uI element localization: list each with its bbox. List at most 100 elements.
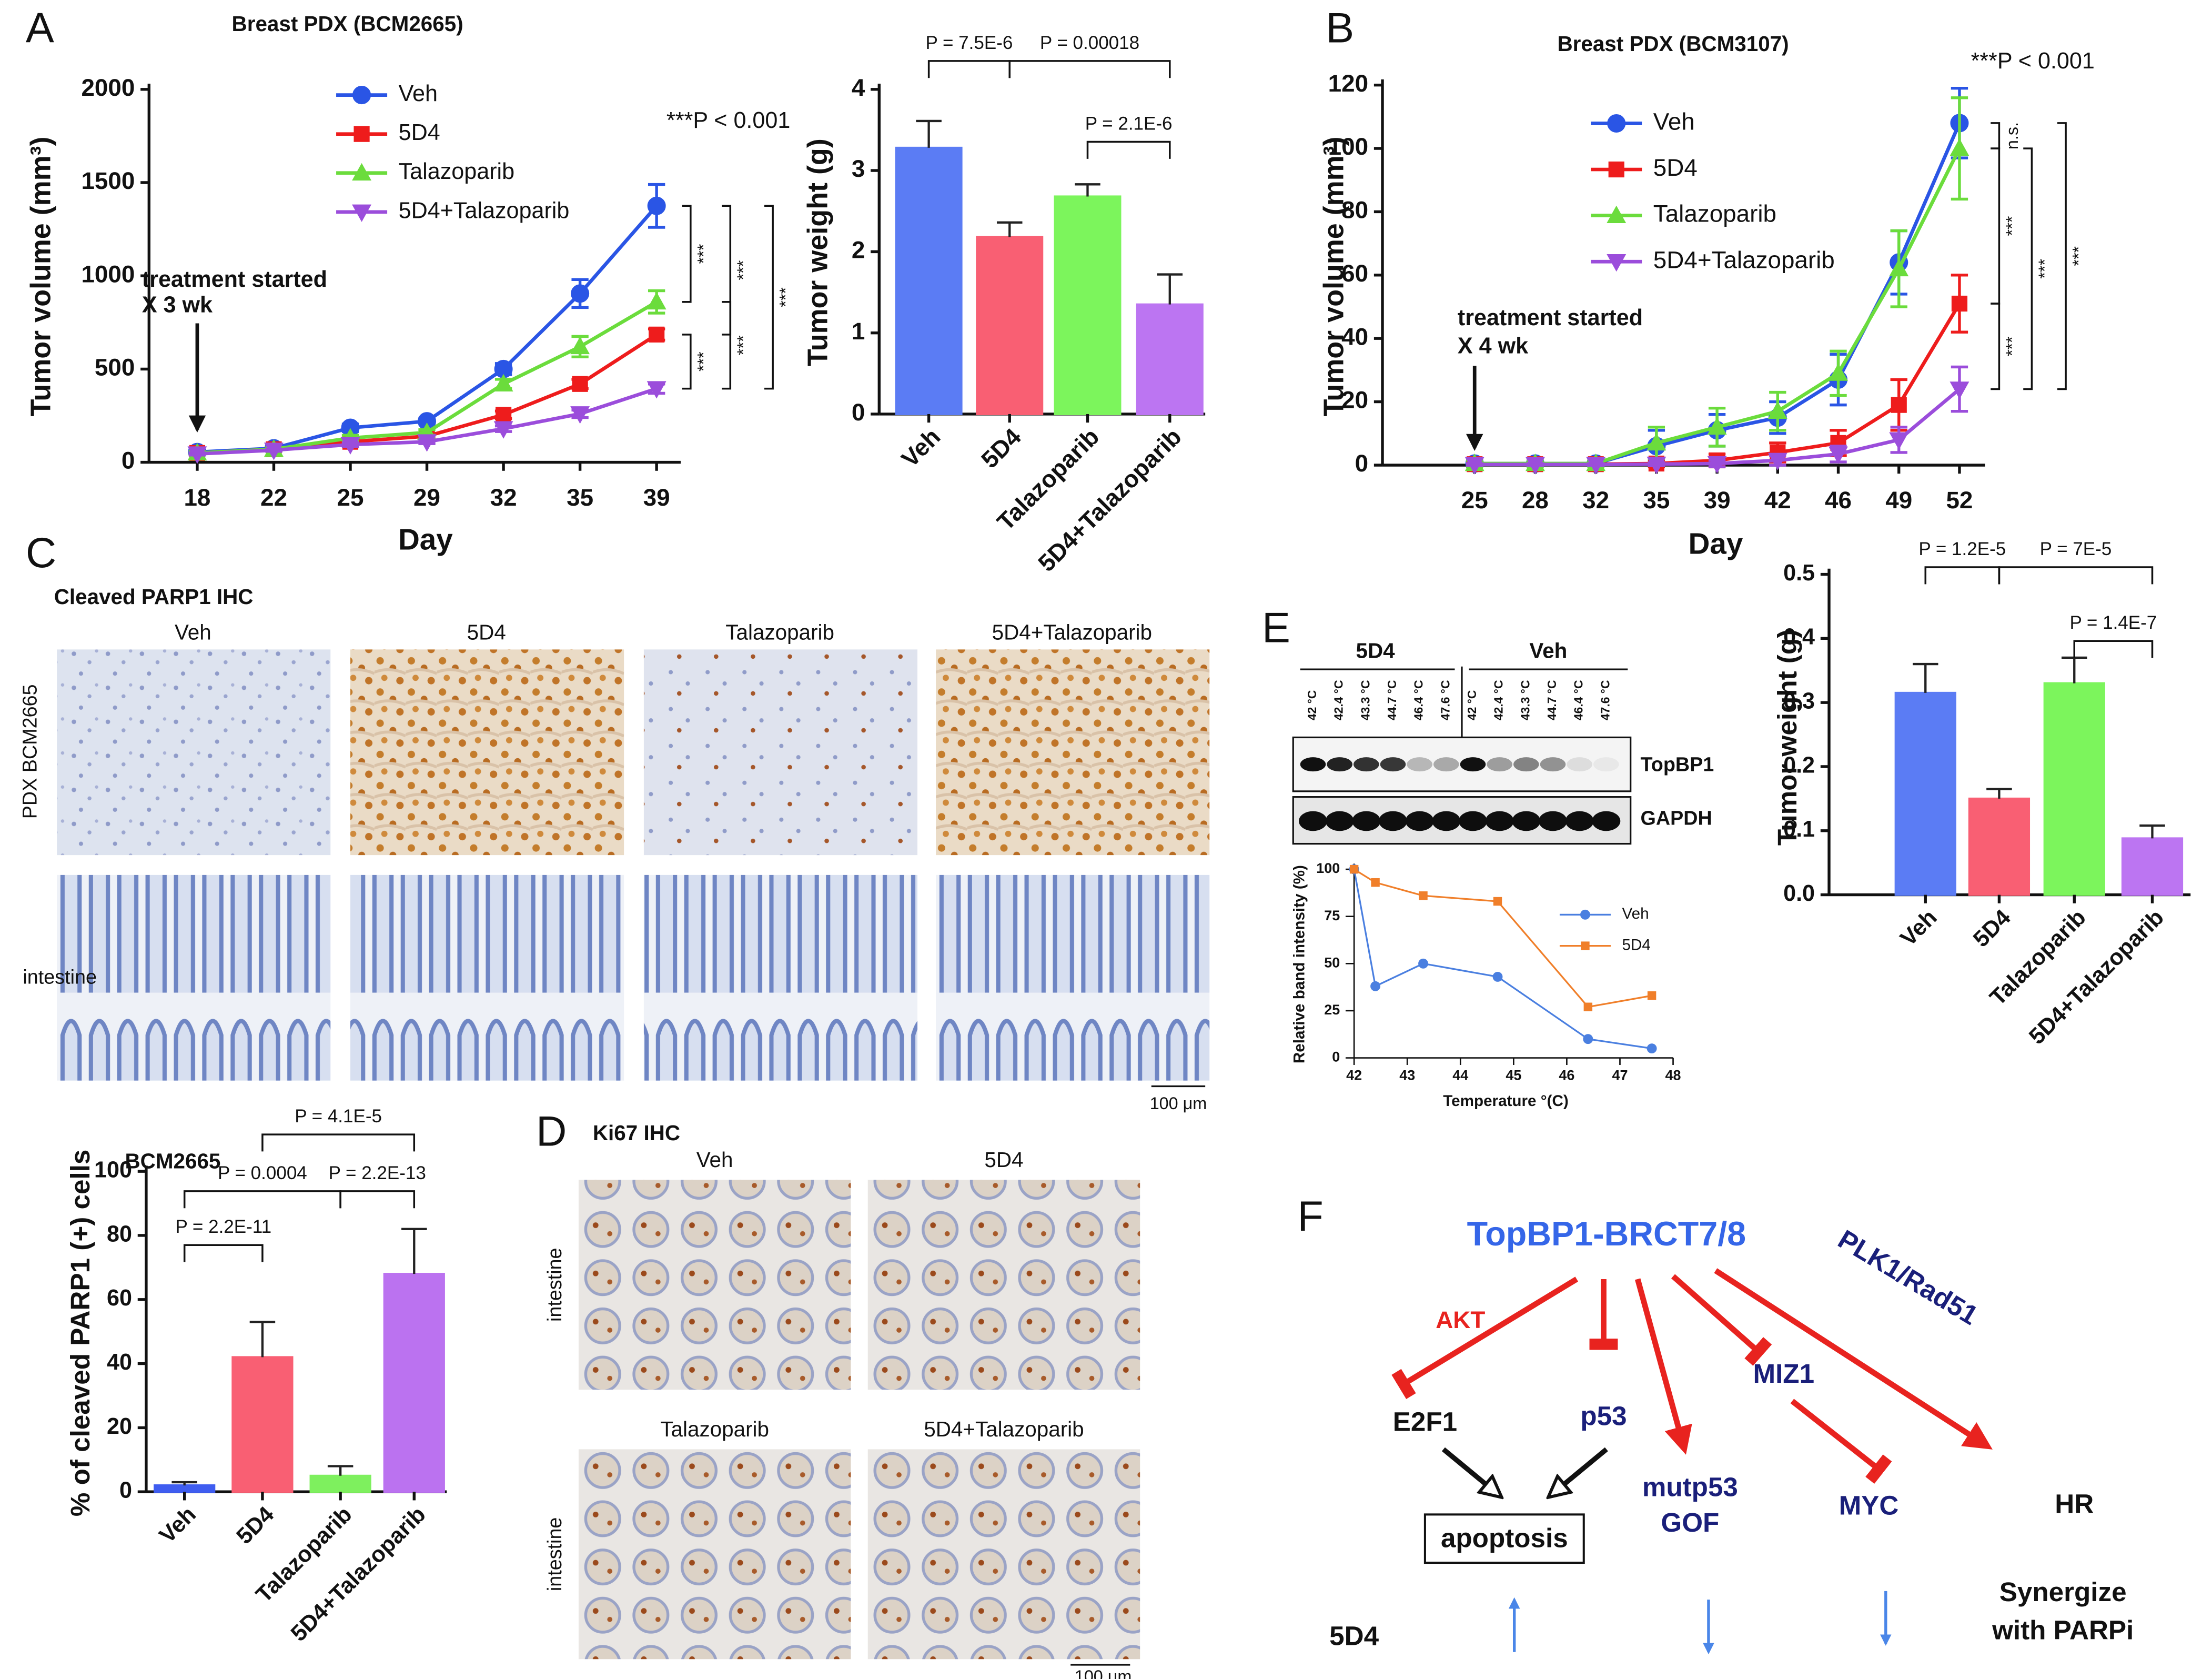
marker	[1829, 363, 1848, 381]
bar	[895, 146, 963, 415]
bar	[2043, 682, 2105, 896]
error-bar	[1075, 183, 1100, 197]
lane-label: 42.4 °C	[1492, 680, 1506, 721]
marker	[1371, 878, 1380, 887]
band	[1354, 757, 1379, 772]
x-tick-label: 42	[1764, 487, 1791, 514]
x-tick-label: 5D4+Talazoparib	[1033, 423, 1187, 577]
row-label: 5D4	[1329, 1621, 1379, 1651]
band	[1565, 811, 1594, 831]
bracket	[682, 205, 692, 303]
legend-label: 5D4	[399, 120, 440, 145]
x-tick-label: 47	[1612, 1068, 1628, 1083]
error-bar	[2061, 656, 2087, 683]
bracket	[764, 205, 774, 390]
error-bar	[2139, 824, 2165, 839]
bar	[309, 1474, 371, 1493]
marker	[1525, 457, 1545, 475]
y-tick-label: 40	[107, 1350, 132, 1375]
y-tick-label: 1500	[81, 167, 135, 194]
x-tick-label: 32	[490, 484, 517, 511]
bracket	[682, 334, 692, 390]
y-tick-label: 0.1	[1783, 817, 1815, 842]
y-tick-label: 20	[1341, 387, 1368, 414]
diagram-title: TopBP1-BRCT7/8	[1467, 1214, 1746, 1253]
y-tick-label: 40	[1341, 323, 1368, 350]
section-title: Ki67 IHC	[593, 1121, 680, 1145]
y-tick-label: 3	[852, 155, 865, 182]
y-tick-label: 0.5	[1783, 560, 1815, 586]
edge	[1441, 1447, 1500, 1496]
group-label: 5D4	[1356, 638, 1396, 662]
y-tick-label: 120	[1328, 70, 1368, 97]
micrograph	[867, 1449, 1140, 1660]
y-tick-label: 2000	[81, 74, 135, 101]
bar	[231, 1356, 294, 1493]
micrograph	[350, 649, 624, 856]
error-bar	[171, 1481, 197, 1486]
p-value: P = 2.2E-13	[329, 1163, 426, 1183]
bar	[2121, 837, 2184, 896]
comparison-bracket	[1008, 60, 1171, 78]
bar	[1894, 691, 1956, 896]
band	[1300, 757, 1326, 772]
y-tick-label: 60	[107, 1285, 132, 1311]
micrograph	[643, 649, 918, 856]
scale-label: 100 μm	[1150, 1094, 1207, 1113]
chart-title: Breast PDX (BCM2665)	[232, 12, 463, 36]
x-tick-label: 25	[337, 484, 364, 511]
comparison-bracket	[339, 1190, 416, 1209]
column-label: 5D4+Talazoparib	[992, 620, 1152, 644]
marker	[1707, 456, 1727, 474]
edge	[1634, 1278, 1692, 1455]
marker	[1419, 891, 1428, 900]
y-tick-label: 60	[1341, 260, 1368, 287]
x-tick-label: 46	[1559, 1068, 1574, 1083]
band	[1593, 757, 1619, 772]
marker	[1707, 417, 1727, 435]
section-title: Cleaved PARP1 IHC	[54, 585, 254, 609]
comparison-bracket	[1086, 140, 1171, 159]
node-label: mutp53	[1642, 1472, 1738, 1502]
marker	[570, 406, 590, 424]
y-tick-label: 4	[852, 74, 865, 101]
x-tick-label: 22	[260, 484, 287, 511]
legend-label: 5D4	[1653, 154, 1698, 181]
legend-marker	[352, 204, 372, 222]
significance-label: ***	[2035, 259, 2054, 279]
comparison-bracket	[927, 60, 1011, 78]
marker	[647, 291, 666, 310]
annotation: ***P < 0.001	[1971, 48, 2095, 74]
error-bar	[327, 1465, 353, 1476]
error-bar	[916, 119, 942, 148]
annotation: X 4 wk	[1458, 334, 1529, 359]
y-tick-label: 2	[852, 236, 865, 263]
y-tick-label: 0	[122, 447, 135, 474]
band	[1540, 757, 1566, 772]
outcome-label: Synergize	[1999, 1577, 2127, 1607]
annotation: treatment started	[142, 267, 327, 292]
lane-label: 44.7 °C	[1385, 680, 1399, 721]
edge	[1550, 1447, 1608, 1496]
p-value: P = 0.0004	[218, 1163, 307, 1183]
y-tick-label: 0	[1355, 450, 1368, 477]
y-tick-label: 50	[1324, 954, 1340, 970]
micrograph	[578, 1180, 851, 1390]
error-bar	[996, 221, 1023, 237]
micrograph	[578, 1449, 851, 1660]
significance-label: ***	[2003, 336, 2022, 356]
band	[1327, 757, 1352, 772]
marker	[1829, 446, 1848, 464]
bar	[976, 236, 1044, 415]
marker	[1951, 295, 1968, 312]
x-axis-label: Day	[398, 522, 453, 556]
band	[1407, 757, 1432, 772]
marker	[493, 374, 513, 392]
y-tick-label: 0	[1332, 1049, 1340, 1065]
column-label: Veh	[175, 620, 211, 644]
marker	[187, 446, 207, 464]
node-label: MIZ1	[1753, 1359, 1814, 1389]
marker	[1767, 401, 1787, 419]
y-tick-label: 500	[95, 354, 135, 380]
marker	[1950, 381, 1969, 399]
